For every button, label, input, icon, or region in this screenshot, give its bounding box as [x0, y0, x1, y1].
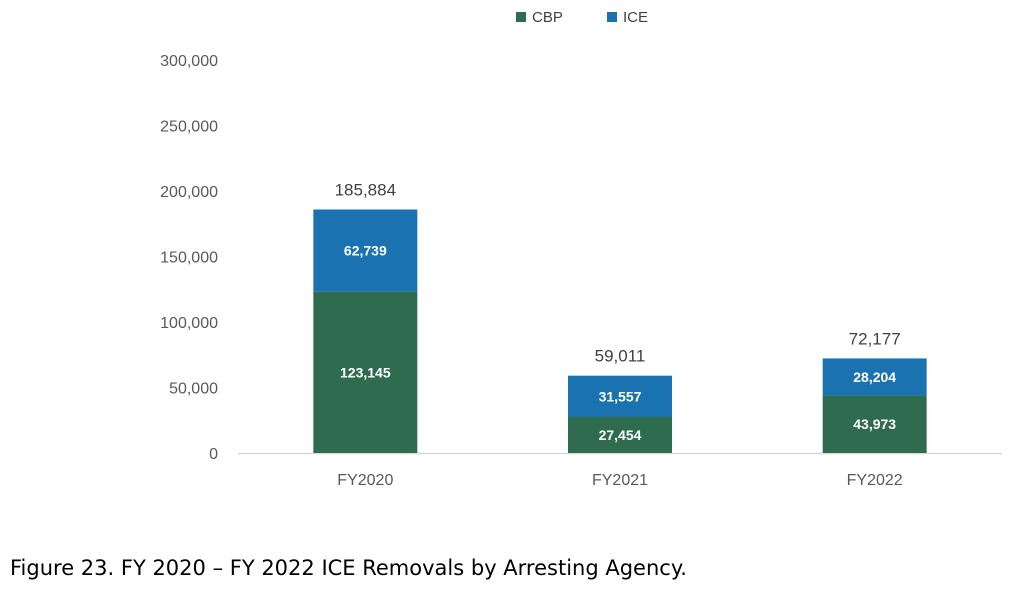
legend-label-ice: ICE [623, 9, 648, 26]
y-tick-label: 200,000 [160, 184, 218, 201]
x-tick-label: FY2022 [847, 472, 903, 489]
y-tick-label: 50,000 [169, 381, 218, 398]
data-label-ice: 28,204 [853, 369, 896, 385]
y-tick-label: 300,000 [160, 53, 218, 70]
total-label: 59,011 [595, 347, 646, 366]
figure-caption: Figure 23. FY 2020 – FY 2022 ICE Removal… [10, 556, 687, 580]
bar-cbp-fy2020 [313, 291, 418, 453]
y-tick-label: 0 [209, 446, 218, 463]
bar-ice-fy2022 [822, 358, 927, 396]
bar-cbp-fy2022 [822, 395, 927, 453]
x-tick-label: FY2020 [337, 472, 393, 489]
y-tick-label: 250,000 [160, 119, 218, 136]
legend-swatch-ice [607, 12, 617, 22]
data-label-ice: 31,557 [599, 388, 642, 404]
data-label-cbp: 123,145 [340, 364, 391, 380]
stacked-bar-chart: 0 50,000 100,000 150,000 200,000 250,000 300,0… [160, 9, 1002, 489]
x-tick-label: FY2021 [592, 472, 648, 489]
y-tick-label: 100,000 [160, 315, 218, 332]
bar-ice-fy2021 [568, 375, 672, 418]
legend-swatch-cbp [516, 12, 526, 22]
total-label: 72,177 [849, 329, 901, 348]
total-label: 185,884 [335, 180, 396, 199]
legend-label-cbp: CBP [532, 9, 563, 26]
bar-ice-fy2020 [313, 209, 418, 292]
bar-cbp-fy2021 [568, 417, 672, 453]
data-label-cbp: 43,973 [853, 416, 896, 432]
data-label-cbp: 27,454 [599, 427, 642, 443]
data-label-ice: 62,739 [344, 243, 387, 259]
y-tick-label: 150,000 [160, 250, 218, 267]
